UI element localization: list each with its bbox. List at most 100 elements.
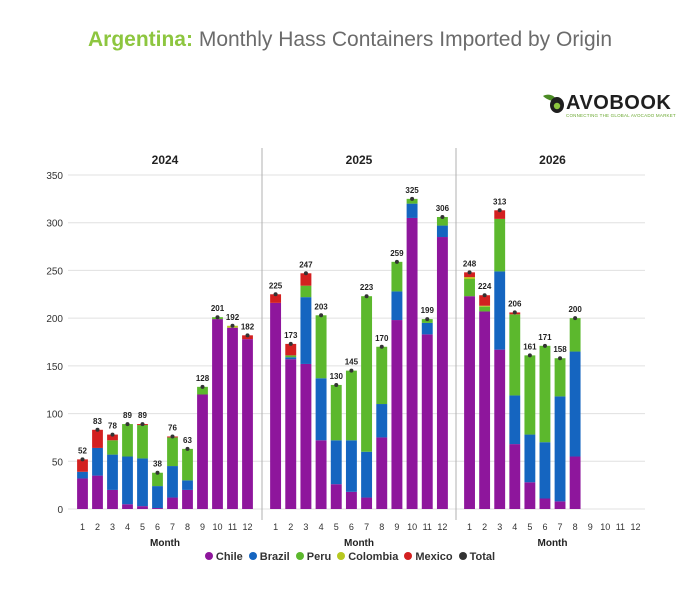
legend-label: Mexico [415,551,453,563]
bar-segment-colombia [464,277,475,280]
x-tick-label: 8 [185,522,190,532]
bar-segment-peru [345,370,357,441]
bar-segment-peru [391,261,403,292]
panel-title: 2024 [152,153,179,167]
total-marker [125,422,130,427]
x-tick-label: 1 [80,522,85,532]
bar-segment-chile [494,349,506,509]
total-label: 170 [375,334,389,343]
y-tick-label: 250 [46,266,63,277]
total-label: 201 [211,304,225,313]
bar-segment-mexico [92,429,103,448]
x-tick-label: 4 [125,522,130,532]
avocado-leaf-icon [543,94,564,113]
bar-segment-brazil [182,480,193,490]
bar-segment-brazil [285,357,297,360]
x-tick-label: 11 [228,522,237,532]
legend-label: Peru [306,551,332,563]
total-marker [394,259,399,264]
total-label: 247 [299,260,313,269]
x-tick-label: 3 [303,522,308,532]
bar-segment-brazil [137,458,148,507]
total-label: 63 [183,436,192,445]
total-label: 223 [360,283,374,292]
total-marker [140,422,145,427]
panel-title: 2026 [539,153,566,167]
legend-swatch [337,552,346,561]
panel-title: 2025 [346,153,373,167]
legend-swatch [404,552,413,561]
bar-segment-mexico [479,295,491,306]
bar-segment-peru [167,437,178,467]
bar-segment-chile [212,319,223,509]
legend-item-mexico: Mexico [404,551,453,563]
bar-segment-chile [285,359,297,509]
bar-segment-brazil [391,291,403,321]
x-tick-label: 1 [273,522,278,532]
x-tick-label: 6 [155,522,160,532]
bar-segment-peru [107,440,118,455]
bar-segment-brazil [406,203,418,218]
bar-segment-brazil [77,471,88,479]
x-tick-label: 8 [379,522,384,532]
bar-segment-peru [479,306,491,312]
total-label: 173 [284,331,298,340]
total-label: 182 [241,322,255,331]
total-marker [80,457,85,462]
total-marker [364,294,369,299]
total-label: 171 [538,333,552,342]
x-tick-label: 5 [334,522,339,532]
total-label: 313 [493,197,507,206]
x-tick-label: 6 [349,522,354,532]
x-tick-label: 11 [423,522,432,532]
bar-segment-chile [167,497,178,509]
legend-label: Brazil [259,551,290,563]
total-label: 130 [330,372,344,381]
chart-title: Argentina: Monthly Hass Containers Impor… [0,28,700,52]
y-tick-label: 50 [52,457,64,468]
bar-segment-chile [197,394,208,509]
bar-segment-mexico [270,294,282,303]
bar-segment-peru [406,198,418,204]
bar-segment-brazil [554,396,566,502]
bar-segment-brazil [315,378,327,441]
bar-segment-peru [182,448,193,481]
bar-segment-chile [554,501,566,509]
bar-segment-brazil [300,297,312,364]
total-marker [558,356,563,361]
total-marker [379,344,384,349]
x-tick-label: 10 [407,522,417,532]
x-tick-label: 2 [482,522,487,532]
bar-segment-chile [539,498,551,509]
legend: Chile Brazil Peru Colombia Mexico Total [0,551,700,563]
y-tick-label: 350 [46,171,63,182]
bar-segment-mexico [107,434,118,441]
bar-segment-chile [436,237,448,509]
total-label: 203 [314,302,328,311]
x-tick-label: 1 [467,522,472,532]
total-marker [440,214,445,219]
x-axis-label: Month [344,538,374,549]
x-axis-label: Month [538,538,568,549]
total-marker [334,382,339,387]
bar-segment-chile [77,478,88,509]
x-tick-label: 7 [364,522,369,532]
total-label: 76 [168,423,177,432]
y-tick-label: 300 [46,219,63,230]
bar-segment-chile [391,320,403,509]
x-tick-label: 5 [140,522,145,532]
x-tick-label: 9 [588,522,593,532]
total-marker [230,323,235,328]
total-marker [303,271,308,276]
x-tick-label: 12 [242,522,252,532]
bar-segment-colombia [479,305,491,307]
total-label: 325 [405,186,419,195]
bar-segment-chile [182,489,193,509]
bar-segment-peru [539,345,551,443]
total-label: 200 [568,305,582,314]
x-tick-label: 3 [497,522,502,532]
total-label: 78 [108,422,117,431]
total-marker [542,343,547,348]
bar-segment-chile [421,334,433,509]
legend-item-brazil: Brazil [248,551,290,563]
